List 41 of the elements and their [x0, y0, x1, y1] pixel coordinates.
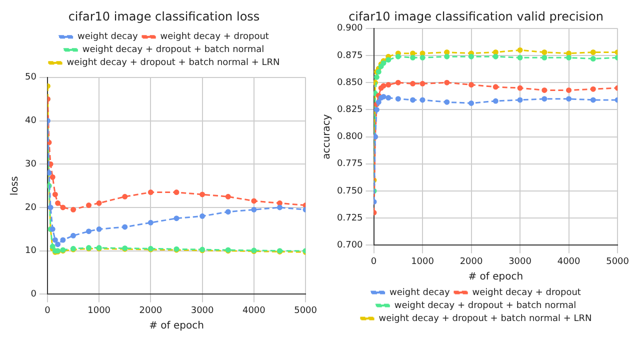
y-axis-title: loss: [10, 176, 21, 196]
chart-title: cifar10 image classification loss: [68, 9, 260, 24]
legend-label: weight decay + dropout + batch normal: [82, 45, 264, 56]
y-tick-label: 0.725: [337, 213, 363, 224]
y-tick-label: 50: [25, 72, 37, 83]
x-tick-label: 3000: [508, 256, 532, 267]
x-tick-label: 0: [370, 256, 377, 267]
y-tick-label: 0.800: [337, 132, 364, 142]
chart-title: cifar10 image classification valid precision: [348, 9, 604, 24]
x-tick-label: 5000: [294, 306, 318, 316]
x-tick-label: 0: [44, 306, 51, 316]
x-tick-label: 3000: [190, 306, 214, 316]
legend-label: weight decay + dropout + batch normal + LRN: [66, 58, 280, 68]
y-tick-label: 0.850: [337, 78, 364, 88]
x-axis-title: # of epoch: [468, 272, 524, 283]
legend-label: weight decay + dropout: [472, 288, 582, 298]
x-tick-label: 2000: [139, 306, 162, 316]
y-tick-label: 0.900: [337, 24, 364, 34]
y-tick-label: 0.775: [337, 159, 363, 170]
legend-label: weight decay + dropout + batch normal: [394, 300, 576, 311]
x-tick-label: 2000: [460, 256, 484, 267]
x-tick-label: 1000: [88, 306, 111, 316]
x-tick-label: 1000: [411, 256, 434, 267]
legend-label: weight decay + dropout: [160, 32, 270, 42]
legend-label: weight decay: [78, 32, 138, 42]
y-tick-label: 0: [30, 290, 37, 300]
y-tick-label: 0.825: [337, 105, 363, 116]
y-tick-label: 0.875: [337, 50, 363, 61]
y-tick-label: 20: [25, 202, 37, 213]
legend-label: weight decay: [390, 288, 450, 298]
y-tick-label: 0.700: [337, 240, 364, 251]
y-tick-label: 40: [25, 116, 37, 126]
y-tick-label: 10: [25, 246, 37, 256]
y-tick-label: 30: [25, 159, 37, 170]
y-tick-label: 0.750: [337, 186, 364, 196]
x-tick-label: 4000: [557, 256, 581, 267]
x-axis-title: # of epoch: [149, 320, 204, 332]
x-tick-label: 5000: [606, 256, 630, 267]
legend-label: weight decay + dropout + batch normal + LRN: [378, 314, 592, 324]
x-tick-label: 4000: [242, 306, 266, 316]
y-axis-title: accuracy: [322, 114, 333, 160]
